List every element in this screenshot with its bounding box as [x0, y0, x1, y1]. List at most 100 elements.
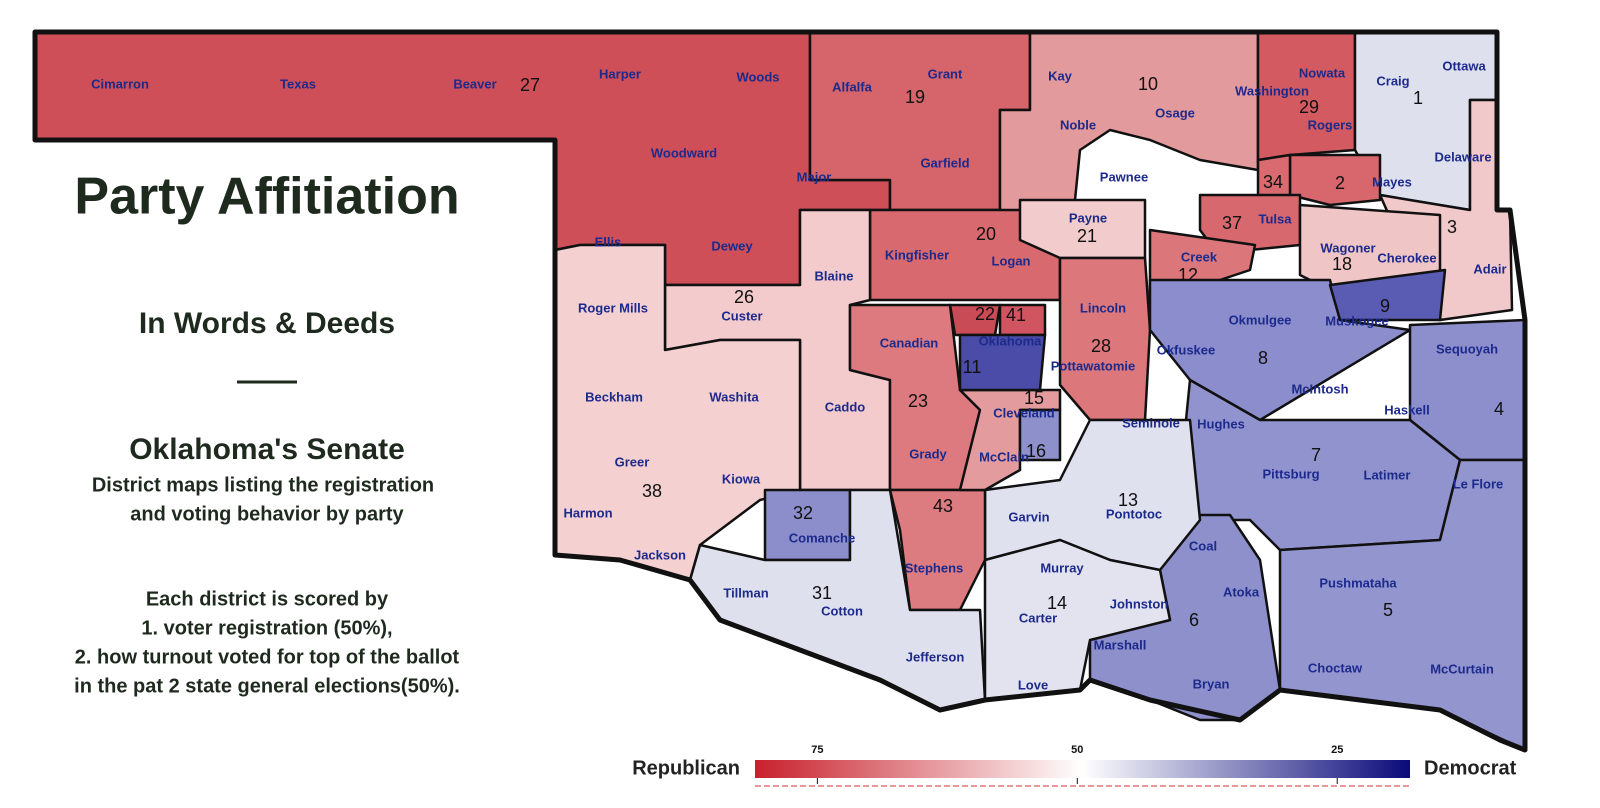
county-label: Rogers — [1308, 117, 1353, 132]
county-label: Washita — [709, 389, 759, 404]
district-number: 10 — [1138, 74, 1158, 94]
county-label: Kay — [1048, 68, 1073, 83]
county-label: Cotton — [821, 603, 863, 618]
district-number: 28 — [1091, 336, 1111, 356]
scale-ticks: 75 50 25 — [811, 744, 1343, 784]
title-line: Party Affitiation — [74, 168, 459, 226]
county-label: Seminole — [1122, 415, 1180, 430]
county-label: Jefferson — [906, 649, 965, 664]
district-number: 38 — [642, 481, 662, 501]
district-number: 13 — [1118, 490, 1138, 510]
county-label: Alfalfa — [832, 79, 873, 94]
county-label: Tulsa — [1259, 211, 1293, 226]
county-label: Ellis — [595, 234, 622, 249]
county-label: Creek — [1181, 249, 1218, 264]
county-label: Canadian — [880, 335, 939, 350]
scale-tick-label: 50 — [1071, 744, 1083, 756]
county-label: Haskell — [1384, 402, 1430, 417]
county-label: Dewey — [711, 238, 753, 253]
district-number: 29 — [1299, 97, 1319, 117]
county-label: Texas — [280, 76, 316, 91]
district-number: 21 — [1077, 226, 1097, 246]
district-number: 16 — [1026, 441, 1046, 461]
county-label: Garfield — [920, 155, 969, 170]
legend-left: Republican — [632, 757, 740, 779]
district — [763, 488, 852, 562]
district-number: 37 — [1222, 213, 1242, 233]
county-label: Cherokee — [1377, 250, 1436, 265]
county-label: Stephens — [905, 560, 964, 575]
county-label: Lincoln — [1080, 300, 1126, 315]
county-label: Okmulgee — [1229, 312, 1292, 327]
county-label: Adair — [1473, 261, 1506, 276]
county-label: Nowata — [1299, 65, 1346, 80]
district-number: 26 — [734, 287, 754, 307]
county-label: Coal — [1189, 538, 1217, 553]
district-number: 2 — [1335, 173, 1345, 193]
district-number: 14 — [1047, 593, 1067, 613]
county-label: Grady — [909, 446, 947, 461]
district — [1328, 268, 1447, 322]
county-label: Kingfisher — [885, 247, 949, 262]
county-label: Tillman — [723, 585, 768, 600]
county-label: Jackson — [634, 547, 686, 562]
county-label: Muskogee — [1325, 313, 1389, 328]
district-number: 6 — [1189, 610, 1199, 630]
county-label: Atoka — [1223, 584, 1260, 599]
county-label: McCurtain — [1430, 661, 1494, 676]
color-scale — [755, 760, 1410, 778]
county-label: Woodward — [651, 145, 717, 160]
county-label: Oklahoma — [979, 333, 1043, 348]
district-number: 19 — [905, 87, 925, 107]
county-label: Caddo — [825, 399, 866, 414]
county-label: Pottawatomie — [1051, 358, 1136, 373]
district-number: 5 — [1383, 600, 1393, 620]
county-label: McIntosh — [1291, 381, 1348, 396]
district-number: 12 — [1178, 265, 1198, 285]
county-label: McClain — [979, 449, 1029, 464]
district-number: 31 — [812, 583, 832, 603]
district-number: 27 — [520, 75, 540, 95]
county-label: Beckham — [585, 389, 643, 404]
district-number: 34 — [1263, 172, 1283, 192]
legend-right: Democrat — [1424, 757, 1517, 779]
county-label: Noble — [1060, 117, 1096, 132]
county-label: Marshall — [1094, 637, 1147, 652]
district-number: 41 — [1006, 305, 1026, 325]
county-label: Carter — [1019, 610, 1057, 625]
county-label: Pontotoc — [1106, 506, 1162, 521]
district — [958, 388, 1062, 492]
county-label: Cimarron — [91, 76, 149, 91]
county-label: Logan — [992, 253, 1031, 268]
county-label: Roger Mills — [578, 300, 648, 315]
scoring-note: Each district is scored by — [146, 588, 389, 610]
county-label: Beaver — [453, 76, 496, 91]
county-label: Le Flore — [1453, 476, 1504, 491]
county-label: Love — [1018, 677, 1048, 692]
county-label: Pawnee — [1100, 169, 1148, 184]
description: District maps listing the registration — [92, 474, 434, 496]
district — [998, 30, 1260, 217]
county-label: Custer — [721, 308, 762, 323]
county-label: Grant — [928, 66, 963, 81]
district-number: 22 — [975, 304, 995, 324]
county-label: Greer — [615, 454, 650, 469]
district — [1018, 408, 1062, 462]
scale-tick-label: 25 — [1331, 744, 1343, 756]
county-label: Woods — [736, 69, 779, 84]
district-number: 3 — [1447, 217, 1457, 237]
district-number: 32 — [793, 503, 813, 523]
district-number: 43 — [933, 496, 953, 516]
scoring-note: 2. how turnout voted for top of the ball… — [75, 646, 460, 668]
county-label: Payne — [1069, 210, 1107, 225]
county-label: Cleveland — [993, 405, 1054, 420]
county-label: Blaine — [814, 268, 853, 283]
district-number: 23 — [908, 391, 928, 411]
subtitle: In Words & Deeds — [139, 307, 395, 340]
districts — [33, 30, 1527, 752]
district-number: 18 — [1332, 254, 1352, 274]
county-label: Pushmataha — [1319, 575, 1397, 590]
county-label: Mayes — [1372, 174, 1412, 189]
county-label: Wagoner — [1320, 240, 1375, 255]
